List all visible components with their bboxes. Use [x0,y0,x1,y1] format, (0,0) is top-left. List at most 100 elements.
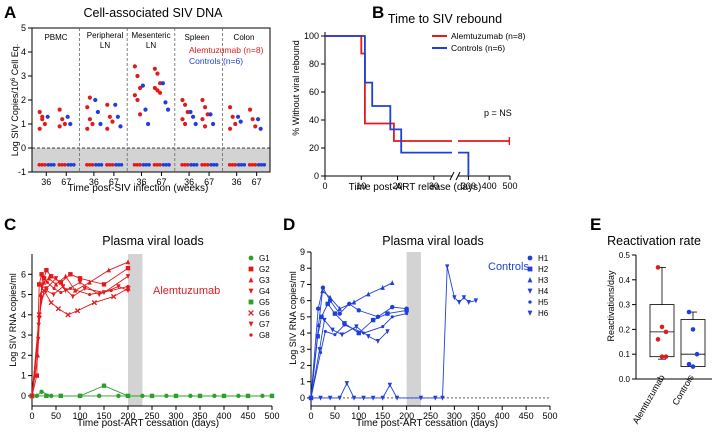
panel-b-pvalue: p = NS [484,108,512,118]
undetectable-point-controls [66,163,71,167]
undetectable-point-controls [164,163,169,167]
viral-load-line-g8 [31,275,129,396]
panel-letter-b: B [372,3,384,22]
viral-load-line-g2 [31,267,129,397]
legend-marker-h3 [527,277,533,283]
undetectable-point-alemtuzumab [152,163,157,167]
y-tick-label: 60 [309,87,319,97]
x-tick-label: 150 [375,411,390,421]
undetectable-point-alemtuzumab [43,163,47,167]
reactivation-point-alemtuzumab [659,354,665,359]
legend-label-g3: G3 [259,276,270,285]
viral-load-point-g5 [44,393,49,399]
x-tick-label: 67 [61,177,71,187]
viral-load-point-h6 [327,395,333,401]
undetectable-point-alemtuzumab [158,163,162,167]
data-point-alemtuzumab [135,97,140,103]
viral-load-point-h5 [333,333,337,337]
y-tick-label: 8 [300,263,305,273]
undetectable-point-alemtuzumab [135,163,140,167]
x-tick-label: 36 [41,177,51,187]
data-point-controls [140,83,145,88]
legend-label-h1: H1 [538,254,549,263]
viral-load-point-g5 [173,393,179,399]
y-tick-label: 9 [300,247,305,257]
viral-load-point-g3 [53,281,59,287]
data-point-controls [65,114,70,119]
viral-load-point-h5 [323,329,327,333]
viral-load-point-h6 [394,395,400,401]
data-point-alemtuzumab [37,126,42,131]
undetectable-point-controls [69,163,73,167]
viral-load-point-h4 [385,329,390,335]
viral-load-point-g7 [125,288,131,294]
reactivation-point-controls [690,327,696,332]
viral-load-point-g4 [125,274,131,279]
panel-d-marks [308,264,479,401]
undetectable-point-alemtuzumab [107,163,112,167]
x-tick-label: 67 [156,177,166,187]
y-tick-label: 3 [300,344,305,354]
legend-marker-h6 [527,310,533,316]
viral-load-point-h1 [320,285,326,290]
data-point-alemtuzumab [155,71,160,76]
x-tick-label: 0 [308,411,313,421]
data-point-controls [208,112,213,117]
undetectable-point-alemtuzumab [90,163,95,167]
data-point-alemtuzumab [182,102,188,107]
panel-a-title: Cell-associated SIV DNA [84,6,224,20]
x-tick-label: 200 [399,411,414,421]
survival-curve-controls [325,35,452,154]
legend-marker-g7 [248,321,254,327]
viral-load-point-h6 [452,295,457,301]
viral-load-point-g5 [245,393,251,399]
viral-load-point-g3 [87,279,92,285]
panel-letter-e: E [590,215,601,234]
data-point-alemtuzumab [137,112,143,117]
viral-load-point-g7 [97,292,102,298]
data-point-alemtuzumab [152,66,157,71]
x-tick-label: 350 [192,411,207,421]
viral-load-point-g2 [101,282,107,287]
viral-load-point-h3 [337,306,342,311]
viral-load-point-g2 [37,282,42,287]
undetectable-point-alemtuzumab [253,163,258,167]
panel-c: Plasma viral loads Log SIV RNA copies/ml… [8,234,280,429]
x-tick-label: 450 [240,411,255,421]
viral-load-point-g2 [58,280,63,285]
undetectable-point-alemtuzumab [250,163,255,167]
viral-load-point-h5 [362,331,366,335]
viral-load-line-g6 [31,288,129,396]
viral-load-point-g3 [46,275,51,281]
viral-load-point-g5 [125,393,131,399]
legend-controls-b: Controls (n=6) [451,43,505,53]
data-point-alemtuzumab [62,121,67,127]
viral-load-point-h3 [390,280,395,285]
data-point-alemtuzumab [87,95,92,100]
x-tick-label: 400 [482,181,497,191]
reactivation-point-alemtuzumab [655,265,661,270]
survival-curve-controls-tail [458,151,470,176]
undetectable-point-controls [209,163,213,167]
undetectable-point-controls [262,163,267,167]
x-tick-label: 300 [168,411,183,421]
viral-load-point-g8 [88,292,92,297]
y-tick-label: 40 [309,115,319,125]
x-tick-label: 20 [393,181,403,191]
legend-label-g7: G7 [259,320,270,329]
legend-marker-g1 [248,255,254,261]
undetectable-point-controls [94,163,98,167]
viral-load-point-h6 [361,395,366,401]
data-point-alemtuzumab [180,97,185,103]
y-tick-label: 6 [21,269,26,279]
y-tick-label: 0.1 [619,350,631,359]
data-point-alemtuzumab [57,107,62,112]
viral-load-point-g7 [53,276,59,282]
reactivation-point-alemtuzumab [655,337,661,342]
data-point-alemtuzumab [110,119,115,124]
data-point-alemtuzumab [227,126,233,131]
legend-label-h5: H5 [538,298,549,307]
undetectable-point-alemtuzumab [230,163,235,167]
undetectable-point-controls [167,163,171,167]
